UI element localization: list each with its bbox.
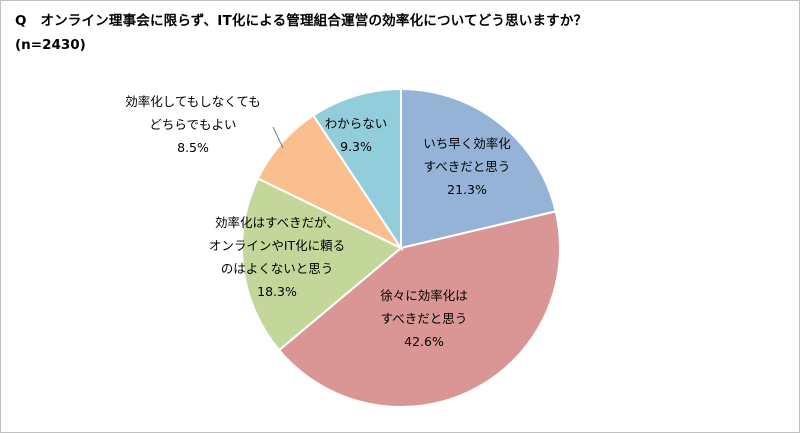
slice-label-5: わからない 9.3% [325,112,388,158]
slice-label-text: オンラインやIT化に頼る [208,238,346,253]
slice-label-2: 徐々に効率化は すべきだと思う 42.6% [380,284,468,353]
slice-label-text: すべきだと思う [423,159,511,174]
pie-slice-4 [256,113,404,251]
slice-value-label: 8.5% [177,140,209,155]
chart-title: Q オンライン理事会に限らず、IT化による管理組合運営の効率化についてどう思いま… [15,13,588,29]
pie-slice-1 [400,87,557,250]
slice-label-text: のはよくないと思う [220,261,334,276]
slice-label-text: すべきだと思う [380,311,468,326]
slice-label-1: いち早く効率化 すべきだと思う 21.3% [423,132,511,201]
pie-slice-3 [241,177,403,352]
pie-slice-2 [277,210,561,408]
slice-value-label: 18.3% [257,284,297,299]
sample-size: (n=2430) [15,37,86,53]
slice-label-text: 効率化はすべきだが、 [215,215,339,230]
slice-label-text: わからない [324,116,388,131]
slice-label-text: どちらでもよい [149,117,237,132]
leader-line [272,126,284,149]
slice-label-text: いち早く効率化 [423,136,511,151]
slice-label-text: 効率化してもしなくても [125,94,261,109]
slice-label-4: 効率化してもしなくても どちらでもよい 8.5% [125,90,261,159]
slice-label-3: 効率化はすべきだが、 オンラインやIT化に頼る のはよくないと思う 18.3% [209,211,345,303]
slice-value-label: 9.3% [340,139,372,154]
slice-value-label: 21.3% [447,182,487,197]
slice-value-label: 42.6% [404,334,444,349]
slice-label-text: 徐々に効率化は [380,288,468,303]
pie-slice-5 [311,87,402,252]
